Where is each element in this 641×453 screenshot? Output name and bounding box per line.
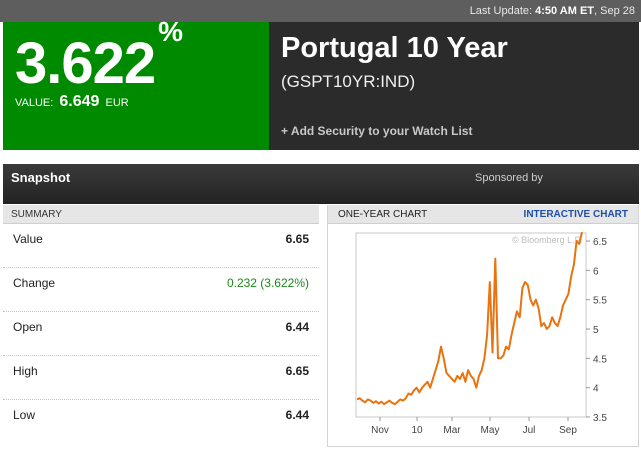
x-tick-label: Jul [523, 425, 536, 436]
value-label: VALUE: [15, 97, 54, 109]
summary-row-open: Open 6.44 [3, 312, 319, 356]
row-value: 6.65 [285, 364, 309, 378]
row-label: Open [13, 320, 43, 334]
one-year-chart: 6.5 6 5.5 5 4.5 4 3.5 Nov 10 Mar May Jul Sep © Bloomb… [355, 231, 607, 436]
x-tick-label: Sep [559, 425, 577, 436]
last-update-label: Last Update: [469, 5, 533, 17]
x-tick-label: Mar [443, 425, 461, 436]
snapshot-title: Snapshot [11, 170, 71, 185]
price-value: VALUE: 6.649 EUR [15, 93, 129, 111]
y-tick-label: 5 [593, 325, 599, 336]
yield-panel: 3.622% VALUE: 6.649 EUR [3, 16, 269, 150]
sponsored-by: Sponsored by [475, 172, 543, 184]
y-tick-label: 6.5 [593, 237, 607, 248]
quote-header: 3.622% VALUE: 6.649 EUR Portugal 10 Year… [3, 16, 639, 150]
security-ticker: (GSPT10YR:IND) [281, 72, 416, 91]
row-value: 6.65 [285, 232, 309, 246]
row-value: 6.44 [285, 320, 309, 334]
row-label: Change [13, 276, 56, 290]
row-label: Low [13, 408, 36, 422]
y-tick-label: 3.5 [593, 413, 607, 424]
security-title: Portugal 10 Year [281, 32, 508, 64]
summary-row-low: Low 6.44 [3, 400, 319, 444]
x-tick-label: 10 [411, 425, 423, 436]
last-update-bar: Last Update: 4:50 AM ET, Sep 28 [0, 0, 641, 22]
yield-series-line [356, 231, 583, 406]
percent-sign: % [158, 15, 183, 47]
x-tick-label: May [481, 425, 500, 436]
y-tick-label: 6 [593, 266, 599, 277]
interactive-chart-link[interactable]: INTERACTIVE CHART [523, 209, 628, 220]
chart-heading: ONE-YEAR CHART INTERACTIVE CHART [328, 205, 638, 224]
add-watchlist-link[interactable]: + Add Security to your Watch List [281, 124, 473, 138]
plot-area [355, 232, 587, 418]
snapshot-bar: Snapshot Sponsored by [3, 164, 639, 204]
value-currency: EUR [105, 97, 129, 109]
y-tick-label: 4.5 [593, 354, 607, 365]
row-label: Value [13, 232, 43, 246]
y-tick-label: 5.5 [593, 296, 607, 307]
bloomberg-watermark: © Bloomberg L.P. [512, 235, 582, 245]
security-panel: Portugal 10 Year (GSPT10YR:IND) + Add Se… [269, 22, 639, 150]
last-update-time: 4:50 AM ET [535, 5, 595, 17]
y-tick-label: 4 [593, 384, 599, 395]
summary-row-value: Value 6.65 [3, 224, 319, 268]
value-number: 6.649 [59, 93, 100, 110]
yield-number: 3.622 [15, 31, 156, 96]
summary-row-change: Change 0.232 (3.622%) [3, 268, 319, 312]
yield-percent: 3.622% [15, 16, 183, 97]
summary-heading: SUMMARY [3, 205, 319, 224]
summary-row-high: High 6.65 [3, 356, 319, 400]
row-value: 6.44 [285, 408, 309, 422]
row-value: 0.232 (3.622%) [226, 276, 309, 290]
x-tick-label: Nov [371, 425, 389, 436]
row-label: High [13, 364, 38, 378]
summary-table: SUMMARY Value 6.65 Change 0.232 (3.622%)… [3, 205, 319, 447]
last-update-date: , Sep 28 [594, 5, 635, 17]
chart-title: ONE-YEAR CHART [338, 209, 428, 220]
one-year-chart-panel: ONE-YEAR CHART INTERACTIVE CHART 6.5 6 5.5… [327, 205, 639, 447]
